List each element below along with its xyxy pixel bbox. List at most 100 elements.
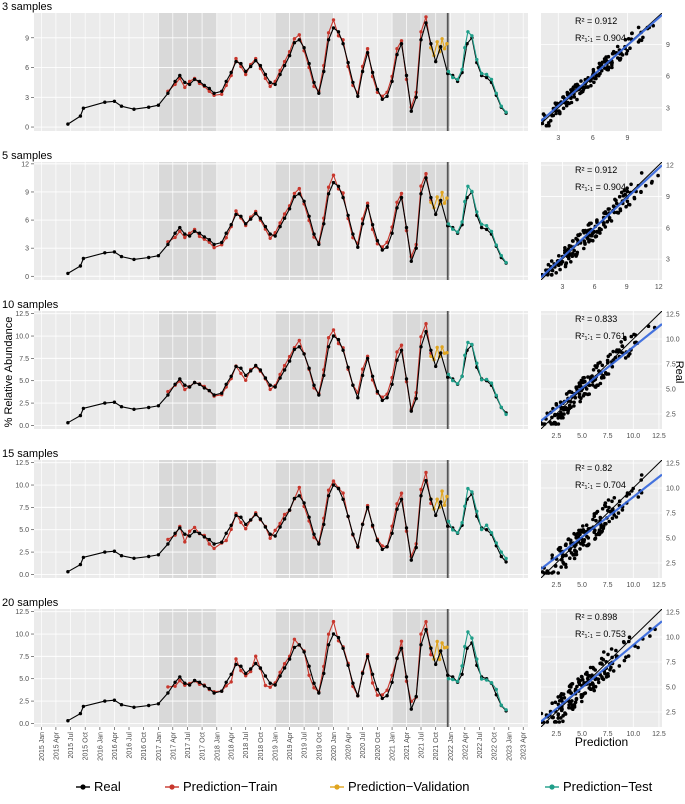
scatter-x-tick-label: 3 [560, 284, 564, 291]
scatter-point [578, 91, 582, 96]
data-point-real [395, 656, 399, 660]
scatter-point [602, 221, 606, 225]
data-point-test [455, 679, 460, 684]
x-tick-label: 2018 Jan [214, 732, 221, 761]
scatter-point [614, 201, 619, 206]
data-point-real [326, 643, 331, 647]
data-point-real [312, 232, 316, 236]
data-point-train [278, 221, 282, 225]
data-point-real [132, 705, 136, 709]
data-point-real [346, 514, 350, 518]
scatter-point [614, 648, 618, 653]
data-point-real [234, 662, 238, 667]
data-point-real [81, 555, 86, 560]
scatter-annotation: R²₁:₁ = 0.904 [575, 182, 626, 192]
y-tick-label: 2.5 [19, 401, 29, 408]
x-tick-label: 2022 Jul [477, 732, 484, 759]
data-point-real [278, 376, 282, 380]
data-point-test [463, 199, 467, 204]
data-point-real [326, 494, 331, 498]
legend-key-point [549, 784, 555, 790]
scatter-x-axis-title: Prediction [575, 735, 628, 749]
data-point-real [183, 80, 187, 85]
data-point-test [466, 184, 470, 188]
data-point-train [268, 685, 272, 689]
scatter-x-tick-label: 9 [625, 284, 629, 291]
scatter-point [569, 260, 573, 264]
data-point-real [404, 377, 409, 381]
y-tick-label: 6 [25, 218, 29, 225]
scatter-point [598, 515, 603, 520]
data-point-real [404, 526, 409, 530]
scatter-point [551, 113, 556, 118]
data-point-real [479, 225, 484, 230]
x-tick-label: 2021 Apr [404, 731, 411, 760]
scatter-point [563, 264, 568, 269]
scatter-y-tick-label: 7.5 [666, 362, 676, 369]
data-point-train [229, 527, 233, 532]
scatter-point [599, 227, 603, 232]
regression-line [541, 14, 662, 122]
data-point-real [192, 77, 197, 82]
data-point-real [220, 89, 224, 94]
scatter-point [590, 374, 594, 378]
scatter-annotation: R² = 0.898 [575, 612, 617, 622]
y-tick-label: 7.5 [19, 356, 29, 363]
data-point-val [445, 42, 449, 46]
scatter-annotation: R² = 0.833 [575, 314, 617, 324]
scatter-x-tick-label: 12 [655, 284, 663, 291]
legend-label: Prediction−Test [563, 779, 653, 794]
data-point-real [302, 650, 306, 654]
data-point-real [331, 26, 336, 30]
scatter-point [636, 25, 641, 30]
scatter-point [588, 238, 593, 242]
data-point-real [446, 524, 450, 528]
series-line-test [448, 487, 507, 559]
data-point-real [132, 257, 136, 262]
x-tick-label: 2017 Jan [156, 732, 163, 761]
data-point-real [375, 389, 380, 394]
data-point-real [302, 352, 306, 356]
data-point-real [419, 38, 423, 42]
scatter-point [627, 635, 632, 639]
scatter-point [571, 707, 575, 711]
data-point-test [460, 664, 464, 668]
data-point-real [341, 42, 345, 46]
data-point-real [103, 550, 107, 554]
data-point-real [390, 79, 394, 84]
scatter-point [649, 181, 654, 185]
x-tick-label: 2023 Jan [506, 732, 513, 761]
x-tick-label: 2018 Oct [258, 732, 265, 760]
data-point-real [346, 60, 350, 65]
data-point-real [341, 646, 345, 650]
scatter-point [598, 231, 602, 235]
data-point-real [380, 696, 384, 701]
scatter-point [554, 111, 558, 116]
scatter-point [556, 571, 560, 575]
regression-line [541, 164, 662, 279]
data-point-test [466, 486, 470, 491]
scatter-point [623, 356, 628, 360]
data-point-real [419, 643, 423, 647]
y-tick-label: 12.5 [15, 460, 29, 467]
scatter-point [632, 332, 636, 337]
data-point-test [470, 189, 474, 194]
data-point-train [282, 363, 287, 368]
data-point-real [439, 649, 443, 653]
x-tick-label: 2017 Oct [200, 732, 207, 760]
data-point-train [224, 538, 228, 543]
scatter-point [569, 691, 573, 695]
data-point-real [81, 256, 86, 261]
scatter-point [555, 101, 559, 106]
data-point-real [351, 383, 355, 387]
scatter-point [533, 720, 537, 724]
scatter-x-tick-label: 5.0 [577, 731, 587, 738]
scatter-x-tick-label: 12.5 [652, 582, 666, 589]
scatter-point [607, 217, 612, 222]
data-point-real [192, 229, 197, 233]
data-point-train [166, 389, 170, 394]
data-point-real [312, 80, 316, 85]
data-point-real [434, 364, 438, 369]
scatter-point [636, 40, 641, 44]
scatter-point [534, 570, 538, 574]
